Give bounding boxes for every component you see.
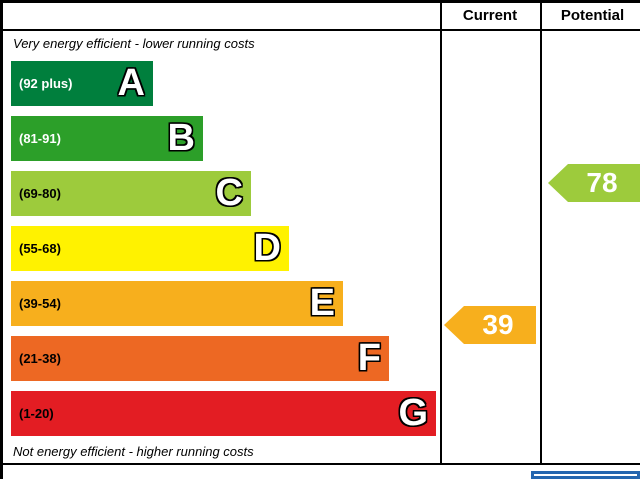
band-range-label: (39-54) (19, 296, 61, 311)
band-range-label: (55-68) (19, 241, 61, 256)
band-letter: E (309, 282, 335, 324)
band-row-e: (39-54) E (11, 281, 343, 326)
eu-directive-box-fill (534, 476, 637, 479)
band-row-f: (21-38) F (11, 336, 389, 381)
potential-column-divider (540, 3, 542, 465)
band-range-label: (21-38) (19, 351, 61, 366)
potential-column-header: Potential (560, 7, 625, 24)
potential-rating-value: 78 (586, 167, 618, 198)
band-row-g: (1-20) G (11, 391, 436, 436)
header-divider-line (3, 29, 640, 31)
current-rating-value: 39 (482, 309, 514, 340)
band-letter: A (117, 62, 145, 104)
band-row-b: (81-91) B (11, 116, 203, 161)
band-letter: F (357, 337, 381, 379)
current-rating-arrow: 39 (444, 306, 536, 344)
efficient-note: Very energy efficient - lower running co… (13, 36, 255, 51)
potential-rating-arrow: 78 (548, 164, 640, 202)
band-range-label: (81-91) (19, 131, 61, 146)
inefficient-note: Not energy efficient - higher running co… (13, 444, 254, 459)
band-row-a: (92 plus) A (11, 61, 153, 106)
band-letter: G (398, 392, 428, 434)
band-letter: B (167, 117, 195, 159)
rating-bands: (92 plus) A (81-91) B (69-80) C (55-68) … (11, 61, 436, 446)
band-range-label: (1-20) (19, 406, 54, 421)
band-letter: D (253, 227, 281, 269)
chart-bottom-line (3, 463, 640, 465)
current-column-divider (440, 3, 442, 465)
current-column-header: Current (462, 7, 518, 24)
band-letter: C (215, 172, 243, 214)
band-row-d: (55-68) D (11, 226, 289, 271)
band-row-c: (69-80) C (11, 171, 251, 216)
eu-directive-box-partial (531, 471, 640, 479)
band-range-label: (69-80) (19, 186, 61, 201)
band-range-label: (92 plus) (19, 76, 73, 91)
